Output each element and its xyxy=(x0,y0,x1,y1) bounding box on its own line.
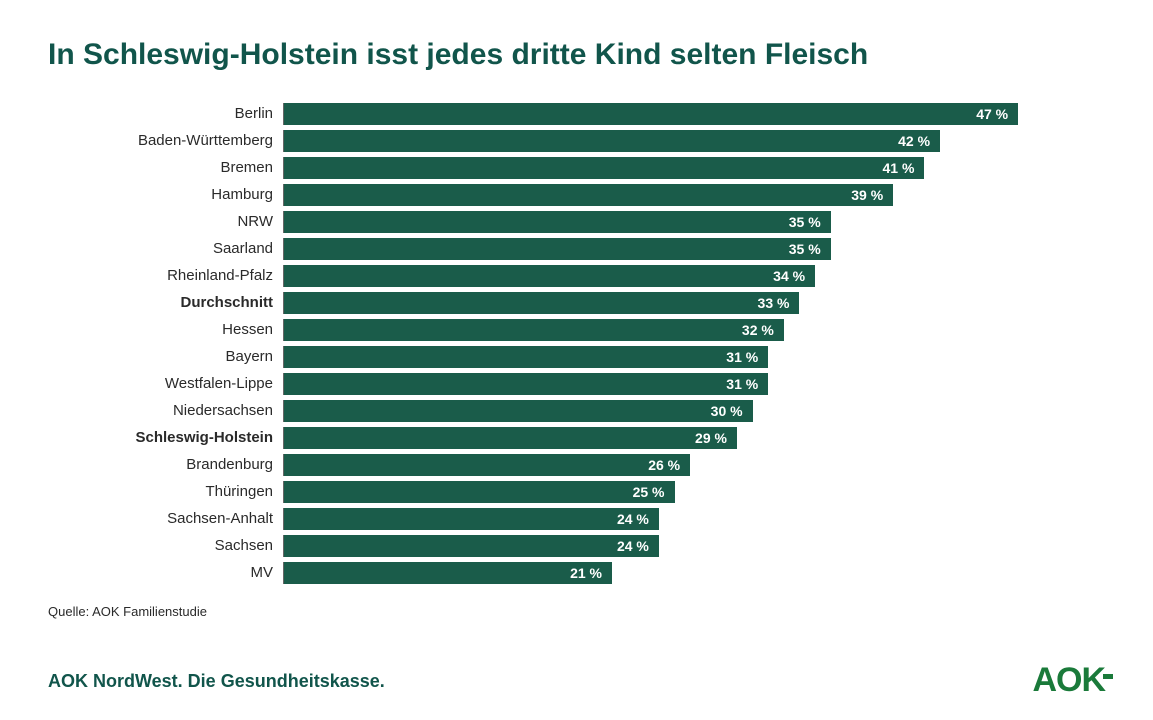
bar: 39 % xyxy=(284,184,893,206)
bar-cell: 39 % xyxy=(283,184,1065,206)
bar: 24 % xyxy=(284,535,659,557)
bar-value: 31 % xyxy=(726,349,758,365)
bar-cell: 34 % xyxy=(283,265,1065,287)
bar: 35 % xyxy=(284,211,831,233)
bar: 42 % xyxy=(284,130,940,152)
bar-value: 42 % xyxy=(898,133,930,149)
bar-cell: 35 % xyxy=(283,211,1065,233)
bar-value: 29 % xyxy=(695,430,727,446)
bar-label: Hessen xyxy=(118,321,283,338)
bar-row: Sachsen 24 % xyxy=(118,532,1065,559)
bar-label: Thüringen xyxy=(118,483,283,500)
bar-row: Brandenburg 26 % xyxy=(118,451,1065,478)
bar-cell: 47 % xyxy=(283,103,1065,125)
source-text: Quelle: AOK Familienstudie xyxy=(48,604,1105,619)
bar: 34 % xyxy=(284,265,815,287)
bar-value: 47 % xyxy=(976,106,1008,122)
bar-label: Saarland xyxy=(118,240,283,257)
bar-value: 26 % xyxy=(648,457,680,473)
bar-value: 33 % xyxy=(758,295,790,311)
bar: 47 % xyxy=(284,103,1018,125)
bar-value: 35 % xyxy=(789,214,821,230)
bar-row: Hamburg 39 % xyxy=(118,181,1065,208)
bar-cell: 24 % xyxy=(283,535,1065,557)
bar-cell: 29 % xyxy=(283,427,1065,449)
bar-label: Bayern xyxy=(118,348,283,365)
bar: 29 % xyxy=(284,427,737,449)
bar-row: MV 21 % xyxy=(118,559,1065,586)
bar: 25 % xyxy=(284,481,675,503)
bar-row: Sachsen-Anhalt 24 % xyxy=(118,505,1065,532)
bar-label: Schleswig-Holstein xyxy=(118,429,283,446)
bar-label: Bremen xyxy=(118,159,283,176)
bar-row: Bayern 31 % xyxy=(118,343,1065,370)
bar-cell: 33 % xyxy=(283,292,1065,314)
bar: 31 % xyxy=(284,373,768,395)
bar-cell: 21 % xyxy=(283,562,1065,584)
bar-row: Baden-Württemberg 42 % xyxy=(118,127,1065,154)
aok-logo: AOK xyxy=(1032,661,1113,700)
bar-value: 32 % xyxy=(742,322,774,338)
bar-label: Rheinland-Pfalz xyxy=(118,267,283,284)
bar-value: 24 % xyxy=(617,511,649,527)
bar-label: MV xyxy=(118,564,283,581)
bar-row: Hessen 32 % xyxy=(118,316,1065,343)
bar-row: Schleswig-Holstein 29 % xyxy=(118,424,1065,451)
bar-label: Baden-Württemberg xyxy=(118,132,283,149)
bar-row: NRW 35 % xyxy=(118,208,1065,235)
bar-row: Durchschnitt 33 % xyxy=(118,289,1065,316)
bar-cell: 31 % xyxy=(283,373,1065,395)
bar-value: 30 % xyxy=(711,403,743,419)
bar-label: Westfalen-Lippe xyxy=(118,375,283,392)
bar: 35 % xyxy=(284,238,831,260)
bar-label: Sachsen xyxy=(118,537,283,554)
bar-cell: 41 % xyxy=(283,157,1065,179)
bar-cell: 32 % xyxy=(283,319,1065,341)
bar-chart: Berlin 47 % Baden-Württemberg 42 % Bremen 41 … xyxy=(118,100,1065,586)
bar-label: Brandenburg xyxy=(118,456,283,473)
bar: 24 % xyxy=(284,508,659,530)
bar-value: 35 % xyxy=(789,241,821,257)
bar-label: Niedersachsen xyxy=(118,402,283,419)
bar: 33 % xyxy=(284,292,799,314)
bar-label: Berlin xyxy=(118,105,283,122)
bar-label: Hamburg xyxy=(118,186,283,203)
bar-label: NRW xyxy=(118,213,283,230)
footer-text: AOK NordWest. Die Gesundheitskasse. xyxy=(48,671,385,692)
bar-row: Niedersachsen 30 % xyxy=(118,397,1065,424)
bar-row: Berlin 47 % xyxy=(118,100,1065,127)
bar-value: 24 % xyxy=(617,538,649,554)
bar-row: Bremen 41 % xyxy=(118,154,1065,181)
bar-value: 34 % xyxy=(773,268,805,284)
bar-cell: 24 % xyxy=(283,508,1065,530)
bar-row: Westfalen-Lippe 31 % xyxy=(118,370,1065,397)
bar-cell: 31 % xyxy=(283,346,1065,368)
bar-label: Durchschnitt xyxy=(118,294,283,311)
bar-value: 41 % xyxy=(882,160,914,176)
bar-cell: 42 % xyxy=(283,130,1065,152)
bar: 32 % xyxy=(284,319,784,341)
bar-label: Sachsen-Anhalt xyxy=(118,510,283,527)
bar-row: Saarland 35 % xyxy=(118,235,1065,262)
bar-value: 31 % xyxy=(726,376,758,392)
bar-cell: 30 % xyxy=(283,400,1065,422)
bar: 21 % xyxy=(284,562,612,584)
bar-value: 25 % xyxy=(633,484,665,500)
bar-value: 39 % xyxy=(851,187,883,203)
chart-title: In Schleswig-Holstein isst jedes dritte … xyxy=(48,38,1105,72)
bar-cell: 25 % xyxy=(283,481,1065,503)
bar: 26 % xyxy=(284,454,690,476)
bar: 30 % xyxy=(284,400,753,422)
bar-row: Thüringen 25 % xyxy=(118,478,1065,505)
bar: 31 % xyxy=(284,346,768,368)
bar-value: 21 % xyxy=(570,565,602,581)
bar: 41 % xyxy=(284,157,924,179)
bar-row: Rheinland-Pfalz 34 % xyxy=(118,262,1065,289)
bar-cell: 26 % xyxy=(283,454,1065,476)
bar-cell: 35 % xyxy=(283,238,1065,260)
